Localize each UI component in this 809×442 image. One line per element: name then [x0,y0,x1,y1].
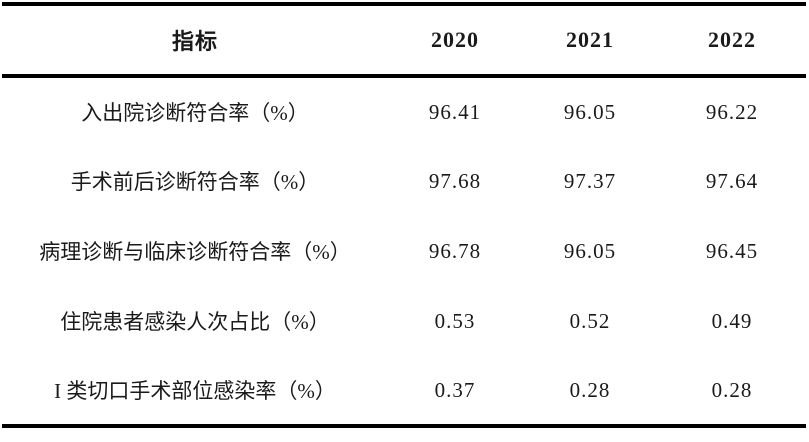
row-label: I 类切口手术部位感染率（%） [54,379,336,403]
cell-value: 96.22 [705,99,759,124]
table-row: 入出院诊断符合率（%） 96.41 96.05 96.22 [2,76,806,146]
cell-value: 96.78 [428,238,482,263]
cell-value: 96.41 [428,99,482,124]
row-label: 手术前后诊断符合率（%） [70,170,320,194]
cell-value: 97.64 [705,168,759,193]
cell-value: 0.52 [569,308,611,333]
table-row: 病理诊断与临床诊断符合率（%） 96.78 96.05 96.45 [2,216,806,286]
column-header-2021: 2021 [566,27,614,52]
row-label: 入出院诊断符合率（%） [81,101,309,125]
cell-value: 0.28 [569,377,611,402]
row-label: 住院患者感染人次占比（%） [60,310,330,334]
column-header-2022: 2022 [708,27,756,52]
table-row: I 类切口手术部位感染率（%） 0.37 0.28 0.28 [2,356,806,426]
table-row: 住院患者感染人次占比（%） 0.53 0.52 0.49 [2,286,806,356]
cell-value: 97.68 [428,168,482,193]
cell-value: 0.49 [711,308,753,333]
cell-value: 96.45 [705,238,759,263]
column-header-2020: 2020 [431,27,479,52]
cell-value: 0.53 [434,308,476,333]
cell-value: 0.28 [711,377,753,402]
header-row: 指标 2020 2021 2022 [2,4,806,76]
cell-value: 97.37 [563,168,617,193]
cell-value: 96.05 [563,238,617,263]
row-label: 病理诊断与临床诊断符合率（%） [39,240,351,264]
cell-value: 96.05 [563,99,617,124]
indicators-table: 指标 2020 2021 2022 入出院诊断符合率（%） 96.41 96.0… [2,2,806,428]
cell-value: 0.37 [434,377,476,402]
column-header-indicator: 指标 [171,29,218,54]
table-row: 手术前后诊断符合率（%） 97.68 97.37 97.64 [2,146,806,216]
